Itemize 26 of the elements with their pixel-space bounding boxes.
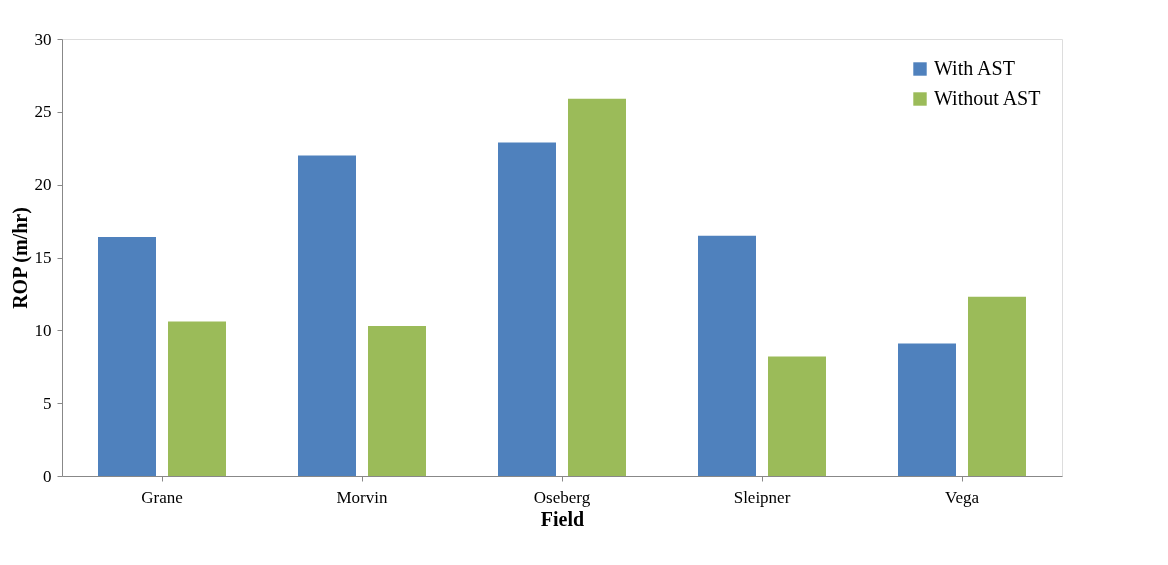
y-axis-title: ROP (m/hr) xyxy=(8,207,32,309)
y-tick-label: 0 xyxy=(43,466,52,486)
y-tick-label: 15 xyxy=(34,248,52,267)
x-tick-label: Oseberg xyxy=(533,487,591,507)
bar xyxy=(568,98,626,476)
bar xyxy=(498,142,556,476)
bar xyxy=(898,343,956,476)
legend-label: Without AST xyxy=(934,87,1041,109)
y-tick-label: 5 xyxy=(43,393,52,413)
x-axis-title: Field xyxy=(540,507,585,530)
legend-label: With AST xyxy=(934,57,1015,79)
y-tick-label: 20 xyxy=(34,175,52,195)
bar xyxy=(768,356,826,476)
bar xyxy=(698,235,756,476)
y-tick-label: 30 xyxy=(34,29,52,49)
bar xyxy=(98,237,156,476)
x-tick-label: Sleipner xyxy=(733,487,791,507)
x-tick-label: Vega xyxy=(945,487,980,507)
bar xyxy=(968,296,1026,476)
bar xyxy=(368,325,426,476)
bar xyxy=(168,321,226,476)
x-tick-label: Morvin xyxy=(336,487,388,507)
x-tick-label: Grane xyxy=(141,487,183,507)
y-tick-label: 10 xyxy=(34,320,52,340)
bar xyxy=(298,155,356,476)
y-tick-label: 25 xyxy=(34,102,52,122)
